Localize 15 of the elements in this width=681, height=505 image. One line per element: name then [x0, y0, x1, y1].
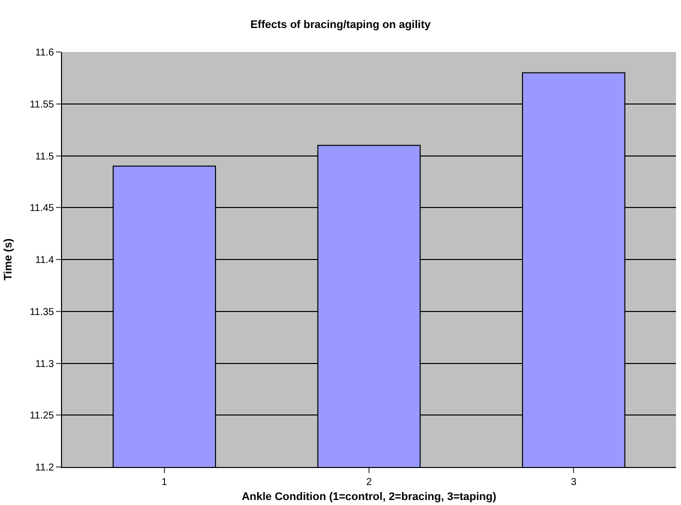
y-tick-label: 11.25 [30, 410, 54, 422]
chart-title: Effects of bracing/taping on agility [250, 18, 432, 31]
y-tick-label: 11.45 [30, 203, 54, 214]
y-tick-label: 11.55 [30, 99, 54, 110]
y-axis-title: Time (s) [2, 238, 14, 280]
y-tick-label: 11.3 [35, 358, 54, 370]
y-tick-label: 11.2 [35, 462, 54, 474]
y-tick-label: 11.35 [30, 306, 54, 318]
x-tick-label: 3 [570, 477, 577, 488]
y-tick-label: 11.5 [35, 151, 54, 162]
y-tick-label: 11.6 [35, 48, 54, 58]
y-tick-label: 11.4 [35, 255, 54, 266]
x-tick-label: 1 [162, 477, 168, 488]
x-axis-title: Ankle Condition (1=control, 2=bracing, 3=taping) [242, 491, 497, 504]
x-tick-label: 2 [366, 477, 372, 488]
